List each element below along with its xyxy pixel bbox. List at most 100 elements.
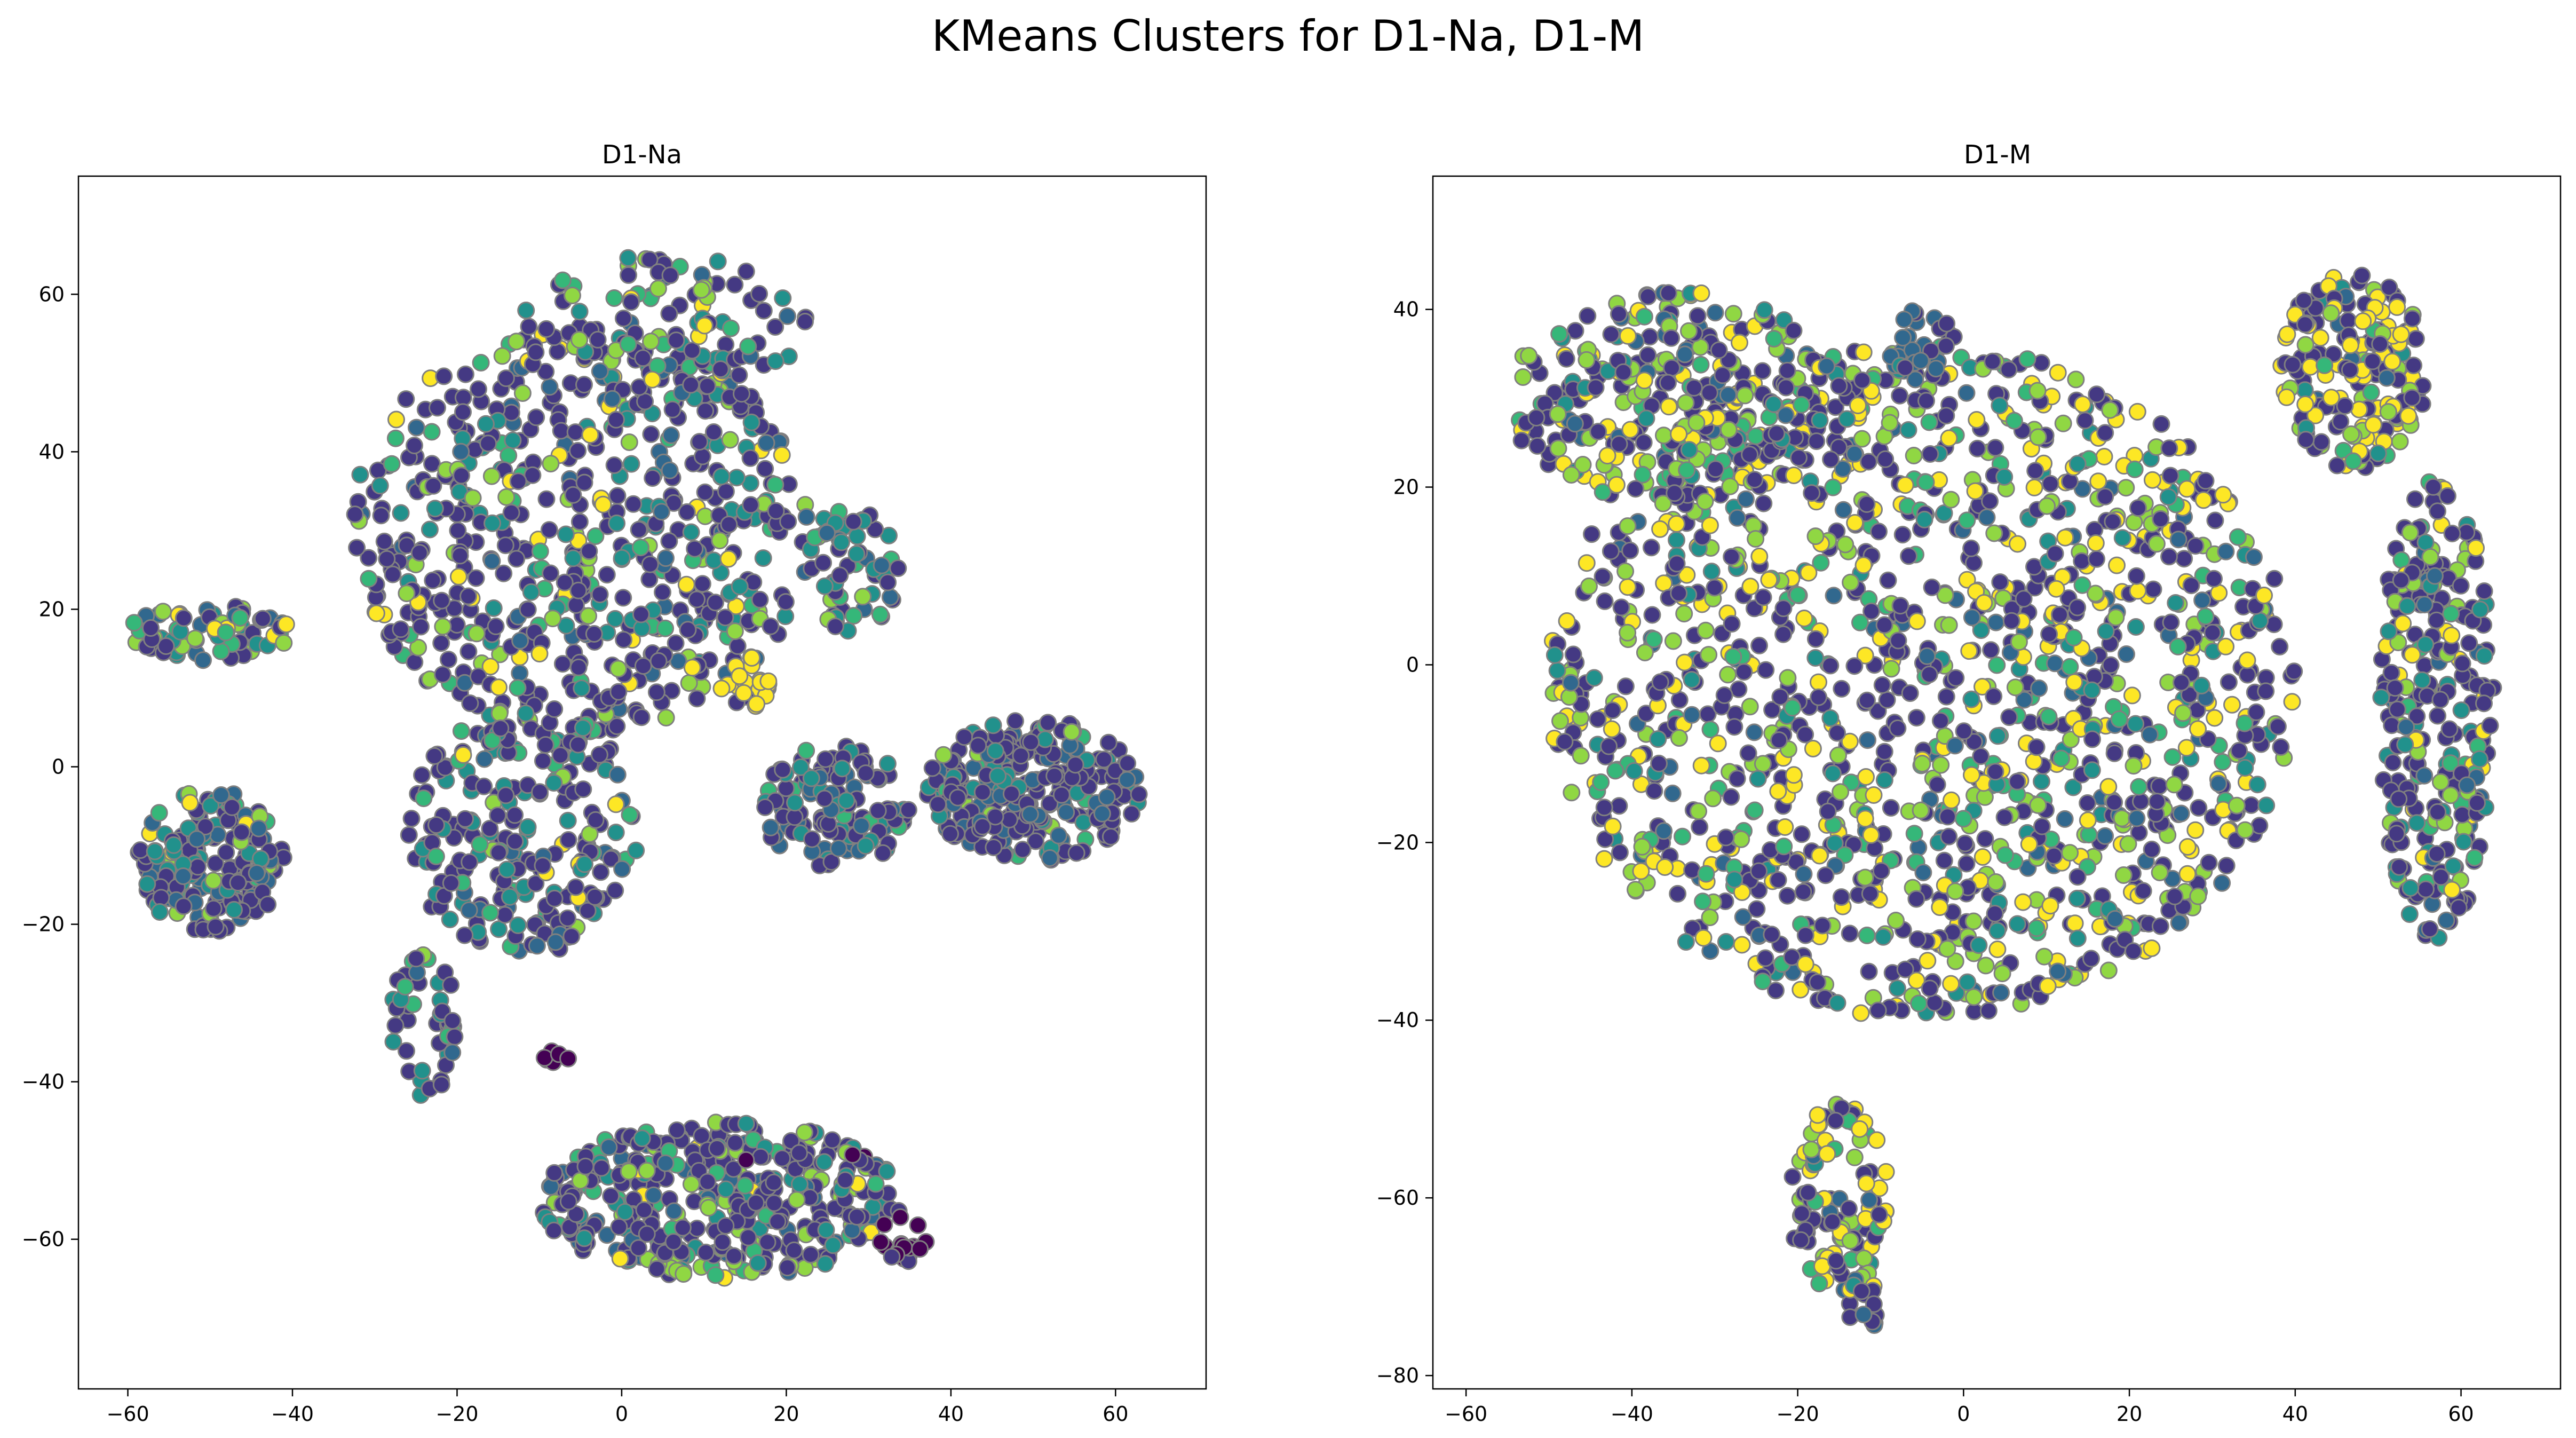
scatter-point bbox=[848, 1208, 866, 1226]
scatter-point bbox=[2029, 428, 2047, 446]
scatter-point bbox=[693, 447, 711, 465]
scatter-point bbox=[1939, 808, 1956, 826]
scatter-point bbox=[412, 618, 430, 636]
scatter-point bbox=[634, 349, 652, 367]
x-tick-label: −40 bbox=[271, 1402, 314, 1426]
scatter-point bbox=[726, 275, 744, 294]
scatter-point bbox=[719, 550, 738, 568]
scatter-point bbox=[779, 512, 797, 531]
scatter-point bbox=[534, 857, 552, 875]
scatter-point bbox=[1920, 413, 1938, 431]
scatter-point bbox=[251, 850, 270, 868]
scatter-point bbox=[776, 607, 795, 626]
scatter-point bbox=[1912, 801, 1930, 819]
scatter-point bbox=[2152, 510, 2170, 528]
scatter-point bbox=[871, 605, 889, 623]
scatter-point bbox=[470, 380, 487, 398]
scatter-point bbox=[427, 847, 445, 865]
scatter-point bbox=[360, 549, 378, 567]
scatter-point bbox=[2426, 567, 2444, 585]
scatter-point bbox=[1754, 973, 1772, 991]
scatter-point bbox=[1702, 563, 1721, 581]
scatter-point bbox=[1741, 446, 1759, 463]
scatter-point bbox=[2450, 898, 2468, 916]
scatter-point bbox=[660, 532, 678, 550]
scatter-point bbox=[1714, 366, 1732, 384]
scatter-point bbox=[2105, 744, 2123, 762]
scatter-point bbox=[647, 683, 665, 701]
scatter-point bbox=[1824, 1213, 1842, 1231]
scatter-point bbox=[351, 465, 369, 484]
scatter-point bbox=[743, 649, 761, 667]
scatter-point bbox=[786, 794, 804, 812]
scatter-point bbox=[814, 554, 833, 572]
scatter-point bbox=[2468, 794, 2486, 812]
scatter-point bbox=[644, 469, 662, 487]
scatter-point bbox=[611, 1250, 629, 1268]
y-tick-label: 0 bbox=[1406, 653, 1419, 676]
scatter-point bbox=[2119, 835, 2137, 853]
scatter-point bbox=[2079, 794, 2097, 812]
scatter-point bbox=[225, 900, 243, 919]
scatter-point bbox=[1689, 307, 1707, 325]
scatter-point bbox=[544, 610, 562, 628]
scatter-point bbox=[1985, 687, 2003, 705]
scatter-point bbox=[829, 839, 847, 857]
scatter-point bbox=[2336, 397, 2354, 415]
scatter-point bbox=[1792, 1231, 1810, 1249]
scatter-point bbox=[542, 455, 560, 473]
scatter-point bbox=[2408, 814, 2426, 832]
scatter-point bbox=[707, 594, 725, 612]
scatter-point bbox=[248, 864, 266, 882]
scatter-point bbox=[739, 337, 757, 355]
scatter-point bbox=[2169, 637, 2187, 655]
scatter-point bbox=[1635, 433, 1653, 452]
scatter-point bbox=[2403, 389, 2421, 407]
scatter-point bbox=[1747, 427, 1765, 445]
scatter-point bbox=[692, 281, 710, 299]
y-tick-label: −60 bbox=[1376, 1186, 1419, 1210]
scatter-point bbox=[545, 1221, 563, 1239]
scatter-point bbox=[1669, 884, 1687, 903]
scatter-point bbox=[1810, 688, 1828, 706]
scatter-point bbox=[1041, 849, 1059, 867]
scatter-point bbox=[817, 750, 835, 768]
scatter-point bbox=[682, 376, 700, 394]
scatter-point bbox=[614, 589, 632, 607]
scatter-point bbox=[699, 1173, 717, 1191]
scatter-point bbox=[688, 690, 706, 708]
scatter-point bbox=[2383, 352, 2401, 370]
scatter-point bbox=[2257, 682, 2275, 700]
scatter-point bbox=[2178, 838, 2197, 856]
scatter-point bbox=[606, 610, 624, 628]
scatter-point bbox=[1946, 737, 1964, 755]
scatter-point bbox=[175, 897, 193, 915]
scatter-point bbox=[663, 400, 681, 418]
scatter-point bbox=[439, 651, 457, 669]
scatter-point bbox=[556, 573, 574, 591]
scatter-point bbox=[2125, 757, 2143, 775]
scatter-point bbox=[852, 817, 870, 835]
scatter-point bbox=[1874, 928, 1892, 946]
scatter-point bbox=[497, 786, 515, 804]
scatter-point bbox=[1745, 723, 1763, 741]
scatter-point bbox=[2066, 914, 2084, 933]
scatter-point bbox=[2040, 708, 2058, 725]
scatter-point bbox=[1066, 756, 1084, 774]
scatter-point bbox=[989, 767, 1007, 785]
scatter-point bbox=[1680, 441, 1698, 459]
scatter-point bbox=[742, 413, 760, 431]
scatter-point bbox=[1779, 669, 1797, 687]
scatter-point bbox=[788, 1191, 806, 1209]
scatter-point bbox=[1900, 547, 1918, 565]
scatter-point bbox=[1846, 514, 1864, 532]
scatter-point bbox=[125, 614, 143, 632]
scatter-point bbox=[2205, 570, 2223, 588]
scatter-point bbox=[542, 564, 559, 582]
scatter-point bbox=[620, 433, 638, 451]
scatter-point bbox=[2152, 415, 2170, 433]
scatter-point bbox=[397, 390, 415, 408]
scatter-point bbox=[816, 1255, 834, 1273]
scatter-point bbox=[1749, 770, 1767, 788]
scatter-point bbox=[464, 489, 482, 507]
